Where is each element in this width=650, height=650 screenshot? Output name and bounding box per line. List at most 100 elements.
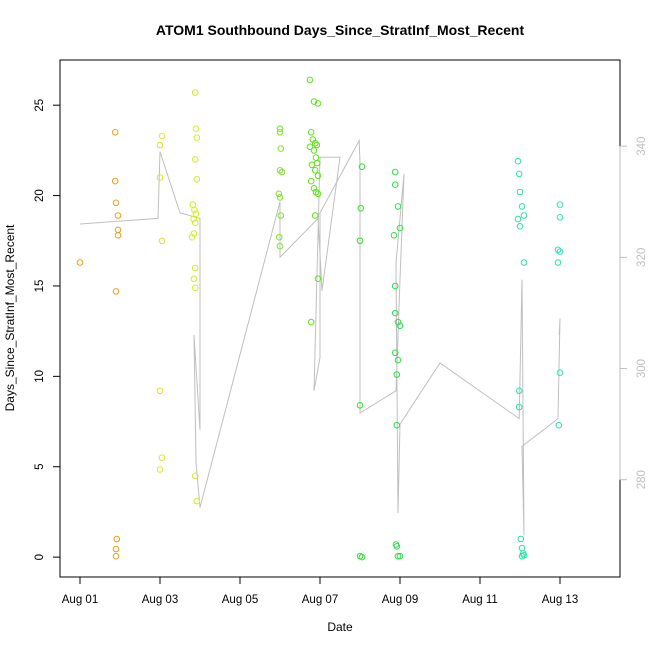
data-point	[356, 402, 364, 409]
data-point	[312, 154, 320, 161]
data-point	[306, 76, 314, 84]
data-point	[357, 204, 365, 212]
data-point	[356, 237, 364, 245]
data-point	[76, 259, 84, 266]
data-point	[192, 125, 200, 132]
y-tick-label: 15	[34, 280, 46, 293]
data-point	[516, 223, 524, 230]
data-point	[314, 275, 322, 283]
data-point	[307, 129, 315, 136]
data-point	[393, 543, 401, 550]
data-point	[191, 472, 199, 480]
data-point	[276, 167, 284, 174]
data-point	[390, 232, 398, 239]
data-point	[277, 212, 285, 219]
data-point	[156, 141, 164, 149]
data-point	[111, 177, 119, 185]
data-point	[190, 215, 197, 223]
data-point	[156, 387, 164, 395]
data-point	[556, 369, 564, 377]
data-point	[111, 129, 119, 136]
data-point	[114, 212, 122, 219]
data-point	[191, 219, 199, 226]
y2-tick-label: 340	[636, 137, 648, 156]
x-tick-label: Aug 13	[542, 594, 578, 606]
data-point	[191, 89, 199, 96]
data-point	[313, 141, 321, 149]
data-point	[396, 552, 404, 560]
data-point	[393, 371, 401, 378]
data-point	[518, 544, 526, 552]
data-point	[515, 170, 523, 178]
data-point	[396, 224, 404, 232]
data-point	[514, 157, 522, 165]
data-point	[158, 132, 166, 140]
data-point	[188, 233, 196, 241]
points-layer	[76, 76, 564, 561]
data-point	[312, 188, 320, 196]
data-point	[277, 145, 285, 152]
data-point	[391, 181, 399, 188]
data-point	[306, 143, 314, 151]
data-point	[516, 188, 524, 196]
data-point	[310, 147, 318, 154]
data-point	[556, 201, 564, 208]
data-point	[276, 125, 284, 132]
data-point	[517, 535, 525, 543]
data-point	[113, 535, 121, 543]
data-point	[311, 139, 319, 147]
x-tick-label: Aug 07	[302, 594, 338, 606]
data-point	[554, 259, 562, 266]
data-point	[314, 190, 322, 198]
y-tick-label: 10	[34, 370, 46, 383]
data-point	[156, 466, 164, 473]
data-point	[278, 168, 286, 176]
data-point	[276, 242, 284, 250]
y2-axis: 280 300 320 340	[619, 137, 648, 489]
x-tick-label: Aug 09	[382, 594, 418, 606]
data-point	[193, 497, 201, 505]
data-point	[393, 421, 401, 429]
y2-tick-label: 300	[636, 359, 648, 378]
x-axis: Aug 01 Aug 03 Aug 05 Aug 07 Aug 09 Aug 11 Aug …	[62, 576, 578, 606]
y2-tick-label: 280	[636, 470, 648, 489]
x-tick-label: Aug 11	[462, 594, 498, 606]
data-point	[191, 264, 199, 272]
plot-frame	[59, 59, 621, 578]
data-point	[556, 248, 564, 255]
data-point	[193, 134, 201, 141]
data-point	[391, 309, 399, 317]
data-point	[307, 177, 315, 185]
data-point	[394, 552, 402, 560]
secondary-line-layer	[79, 138, 561, 536]
data-point	[275, 190, 283, 198]
y2-tick-label: 320	[636, 248, 648, 267]
data-point	[308, 161, 316, 169]
data-point	[310, 185, 318, 192]
data-point	[556, 214, 564, 221]
data-point	[190, 230, 198, 237]
data-point	[193, 176, 201, 183]
data-point	[394, 356, 402, 364]
x-axis-label: Date	[327, 620, 353, 634]
data-point	[520, 259, 528, 266]
y-tick-label: 0	[34, 554, 46, 560]
data-point	[358, 163, 366, 170]
data-point	[156, 174, 164, 181]
data-point	[311, 212, 319, 219]
data-point	[190, 275, 198, 283]
data-point	[114, 226, 122, 234]
chart-title: ATOM1 Southbound Days_Since_StratInf_Mos…	[156, 22, 525, 38]
data-point	[112, 199, 120, 207]
data-point	[358, 553, 366, 561]
data-point	[192, 210, 200, 217]
data-point	[112, 552, 120, 560]
data-point	[275, 233, 283, 241]
data-point	[276, 194, 284, 201]
data-point	[391, 168, 399, 176]
data-point	[396, 322, 404, 330]
data-point	[191, 206, 198, 214]
y-tick-label: 5	[34, 464, 46, 470]
data-point	[112, 288, 120, 295]
y-tick-label: 20	[34, 189, 46, 202]
